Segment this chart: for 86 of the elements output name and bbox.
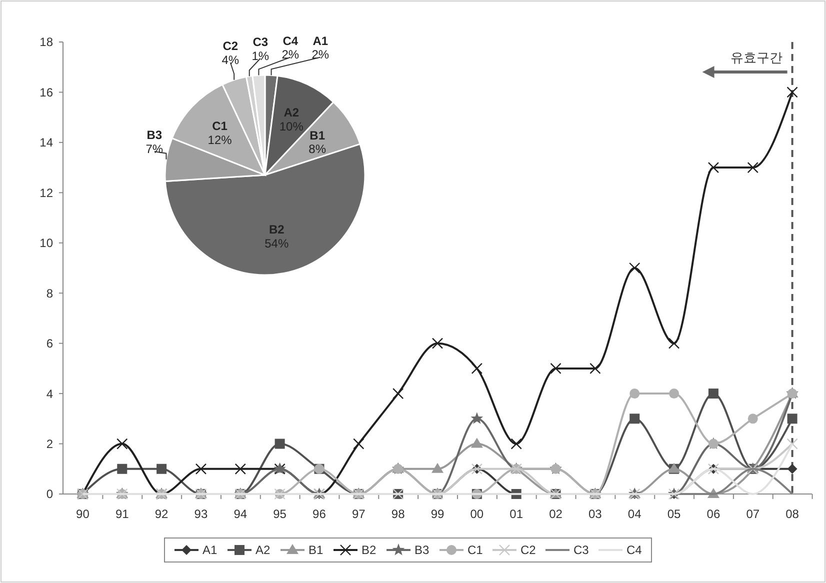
data-label: 10% bbox=[279, 119, 304, 134]
x-tick-label: 93 bbox=[194, 507, 208, 521]
slice-label: B3 bbox=[146, 128, 162, 142]
y-tick-label: 10 bbox=[40, 236, 54, 250]
x-tick-label: 96 bbox=[312, 507, 326, 521]
x-tick-label: 05 bbox=[667, 507, 682, 521]
point bbox=[392, 388, 404, 400]
slice-label: B1 bbox=[310, 128, 326, 142]
x-tick-label: 90 bbox=[76, 507, 90, 521]
data-label: 54% bbox=[264, 236, 289, 250]
data-label: 7% bbox=[146, 142, 164, 156]
x-tick-label: 07 bbox=[746, 507, 760, 521]
point bbox=[787, 464, 798, 474]
point bbox=[786, 438, 798, 450]
x-tick-label: 06 bbox=[706, 507, 720, 521]
y-tick-label: 16 bbox=[40, 85, 54, 100]
y-tick-label: 2 bbox=[46, 436, 54, 451]
y-tick-label: 0 bbox=[46, 487, 54, 502]
x-tick-label: 00 bbox=[470, 507, 484, 521]
slice-label: C2 bbox=[222, 39, 238, 54]
slice-label: C4 bbox=[282, 34, 298, 48]
point bbox=[470, 412, 484, 424]
ref-line-label: 유효구간 bbox=[730, 50, 782, 65]
x-tick-label: 92 bbox=[154, 507, 169, 521]
y-tick-label: 8 bbox=[46, 286, 54, 300]
point bbox=[550, 362, 562, 374]
x-tick-label: 98 bbox=[391, 507, 406, 521]
slice-label: A1 bbox=[312, 34, 328, 48]
point bbox=[669, 388, 680, 399]
point bbox=[432, 338, 444, 349]
point bbox=[747, 162, 758, 174]
point bbox=[748, 414, 758, 424]
point bbox=[195, 463, 207, 474]
point bbox=[234, 463, 246, 474]
point bbox=[116, 438, 128, 450]
point bbox=[156, 464, 167, 474]
point bbox=[117, 464, 128, 474]
point bbox=[787, 414, 798, 424]
legend-label: A2 bbox=[256, 543, 271, 558]
x-tick-label: 08 bbox=[786, 507, 800, 521]
point bbox=[432, 462, 444, 473]
point bbox=[471, 362, 483, 374]
point bbox=[590, 362, 601, 374]
x-tick-label: 99 bbox=[430, 507, 444, 521]
data-label: 1% bbox=[252, 48, 270, 63]
x-tick-label: 95 bbox=[273, 507, 287, 521]
point bbox=[353, 438, 364, 450]
legend-label: B2 bbox=[362, 543, 377, 558]
slice-label: A2 bbox=[284, 106, 300, 120]
point bbox=[708, 388, 718, 399]
legend-label: B1 bbox=[308, 543, 324, 558]
data-label: 2% bbox=[312, 48, 330, 62]
x-tick-label: 94 bbox=[234, 507, 248, 521]
y-tick-label: 6 bbox=[46, 336, 54, 351]
y-tick-label: 4 bbox=[46, 386, 54, 401]
legend-label: C2 bbox=[520, 543, 536, 558]
data-label: 8% bbox=[308, 142, 326, 156]
legend-label: C3 bbox=[574, 543, 590, 558]
legend-label: C1 bbox=[468, 543, 484, 558]
slice-label: C1 bbox=[212, 119, 228, 134]
point bbox=[708, 162, 720, 174]
x-tick-label: 02 bbox=[549, 507, 563, 521]
slice-label: B2 bbox=[268, 222, 285, 236]
x-tick-label: 03 bbox=[588, 507, 602, 521]
point bbox=[274, 438, 285, 449]
y-tick-label: 18 bbox=[40, 35, 54, 50]
point bbox=[510, 438, 522, 450]
point bbox=[630, 414, 640, 424]
data-label: 12% bbox=[208, 132, 232, 147]
legend-label: B3 bbox=[414, 543, 430, 558]
legend-label: A1 bbox=[202, 543, 218, 558]
point bbox=[470, 438, 483, 448]
x-tick-label: 91 bbox=[115, 507, 130, 521]
y-tick-label: 12 bbox=[40, 186, 54, 200]
point bbox=[786, 86, 798, 98]
data-label: 4% bbox=[222, 52, 240, 67]
x-tick-label: 97 bbox=[352, 507, 366, 521]
legend-label: C4 bbox=[626, 543, 642, 558]
data-label: 2% bbox=[282, 48, 300, 62]
y-tick-label: 14 bbox=[40, 136, 54, 150]
x-tick-label: 04 bbox=[628, 507, 642, 521]
point bbox=[629, 262, 640, 274]
point bbox=[630, 388, 640, 399]
slice-label: C3 bbox=[252, 34, 268, 49]
x-tick-label: 01 bbox=[510, 507, 524, 521]
point bbox=[668, 338, 680, 349]
